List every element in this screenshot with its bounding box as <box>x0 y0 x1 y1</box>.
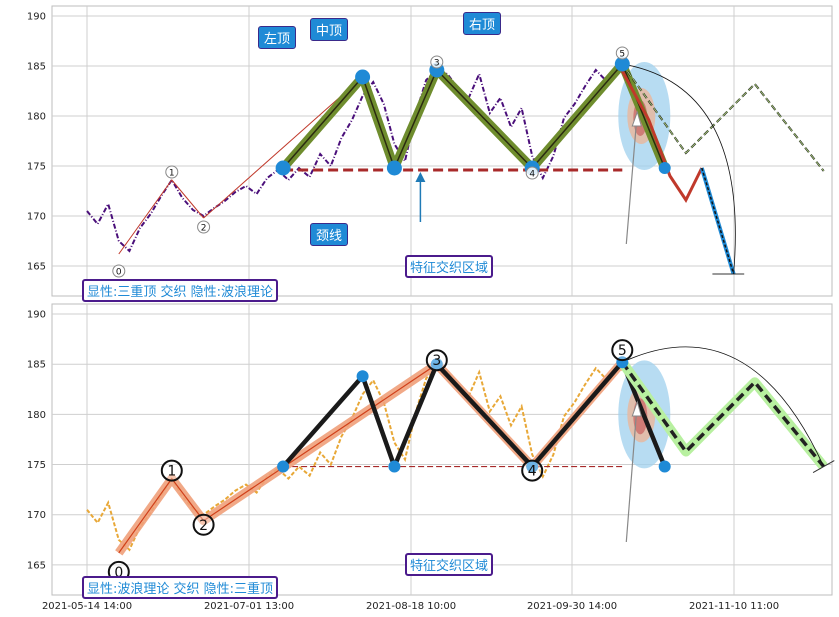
pattern-marker <box>658 460 671 473</box>
swing-point-label: 1 <box>169 169 175 179</box>
projection-line-hl <box>621 63 825 172</box>
swing-point-marker <box>430 55 444 69</box>
zone-arrow-head <box>631 110 642 127</box>
swing-point-label: 3 <box>434 59 440 69</box>
swing-point-marker <box>112 264 126 278</box>
plot-frame <box>51 5 833 297</box>
swing-point-label: 1 <box>167 464 176 480</box>
pattern-marker <box>388 460 401 473</box>
left-top-label: 左顶 <box>258 26 297 49</box>
y-tick-label: 170 <box>27 212 46 223</box>
swing-point-label: 2 <box>201 224 207 234</box>
y-tick-label: 190 <box>27 310 46 321</box>
pattern-marker <box>275 160 291 176</box>
swing-point-marker <box>615 46 629 60</box>
y-tick-label: 165 <box>27 560 46 571</box>
y-tick-label: 185 <box>27 360 46 371</box>
top-panel: 165 170 175 180 185 190 0 1 2 3 4 5 <box>27 5 833 297</box>
legend-bottom: 显性:波浪理论 交织 隐性:三重顶 <box>82 576 279 599</box>
y-tick-label: 165 <box>27 262 46 273</box>
swing-point-label: 2 <box>199 518 208 534</box>
swing-point-marker <box>521 459 544 482</box>
swing-point-label: 3 <box>432 353 441 369</box>
pattern-marker <box>658 162 671 174</box>
price-series-line <box>86 66 623 253</box>
pattern-marker <box>614 56 630 72</box>
decline-dash <box>701 167 735 275</box>
swing-point-marker <box>611 339 634 362</box>
y-tick-label: 170 <box>27 510 46 521</box>
x-tick-label: 2021-11-10 11:00 <box>689 601 779 612</box>
plot-frame <box>51 303 833 596</box>
y-tick-label: 180 <box>27 410 46 421</box>
swing-point-label: 5 <box>618 343 627 359</box>
projection-arc <box>622 63 736 275</box>
feature-zone-label-top: 特征交织区域 <box>405 255 494 278</box>
swing-point-label: 4 <box>529 170 535 180</box>
pattern-marker <box>356 370 369 383</box>
projection-line <box>620 361 826 468</box>
swing-point-marker <box>425 349 448 372</box>
y-tick-label: 180 <box>27 112 46 123</box>
x-tick-label: 2021-09-30 14:00 <box>527 601 617 612</box>
y-tick-label: 175 <box>27 460 46 471</box>
neckline-label: 颈线 <box>310 223 349 246</box>
mid-top-label: 中顶 <box>310 18 349 41</box>
y-tick-label: 175 <box>27 162 46 173</box>
swing-point-label: 4 <box>528 464 537 480</box>
zone-arrow <box>625 111 638 245</box>
arc-cap <box>812 460 835 474</box>
wave-line <box>118 179 204 255</box>
x-tick-label: 2021-05-14 14:00 <box>42 601 132 612</box>
x-tick-label: 2021-07-01 13:00 <box>204 601 294 612</box>
swing-point-marker <box>192 513 215 536</box>
swing-point-marker <box>197 220 211 234</box>
right-top-label: 右顶 <box>463 12 502 35</box>
swing-point-marker <box>165 165 179 179</box>
x-tick-label: 2021-08-18 10:00 <box>366 601 456 612</box>
y-tick-label: 190 <box>27 12 46 23</box>
pattern-marker <box>430 358 443 371</box>
zone-arrow-head <box>631 400 642 417</box>
swing-point-marker <box>160 459 183 482</box>
decline-line <box>620 70 704 203</box>
swing-point-marker <box>525 166 539 180</box>
feature-zone-label-bottom: 特征交织区域 <box>405 553 494 576</box>
x-axis: 2021-05-14 14:00 2021-07-01 13:00 2021-08-… <box>42 601 779 612</box>
pattern-marker <box>386 160 402 176</box>
swing-point-label: 0 <box>116 268 122 278</box>
legend-top: 显性:三重顶 交织 隐性:波浪理论 <box>82 279 279 302</box>
zone-arrow <box>625 401 638 543</box>
bottom-panel: 165 170 175 180 185 190 0 1 2 3 4 5 <box>27 303 835 596</box>
y-tick-label: 185 <box>27 62 46 73</box>
swing-point-label: 0 <box>114 565 123 581</box>
swing-point-label: 5 <box>619 50 625 60</box>
projection-arc <box>622 346 825 467</box>
pattern-marker <box>355 69 371 85</box>
neckline-arrow-head <box>415 172 426 182</box>
pattern-marker <box>277 460 290 473</box>
pattern-marker <box>526 460 539 473</box>
